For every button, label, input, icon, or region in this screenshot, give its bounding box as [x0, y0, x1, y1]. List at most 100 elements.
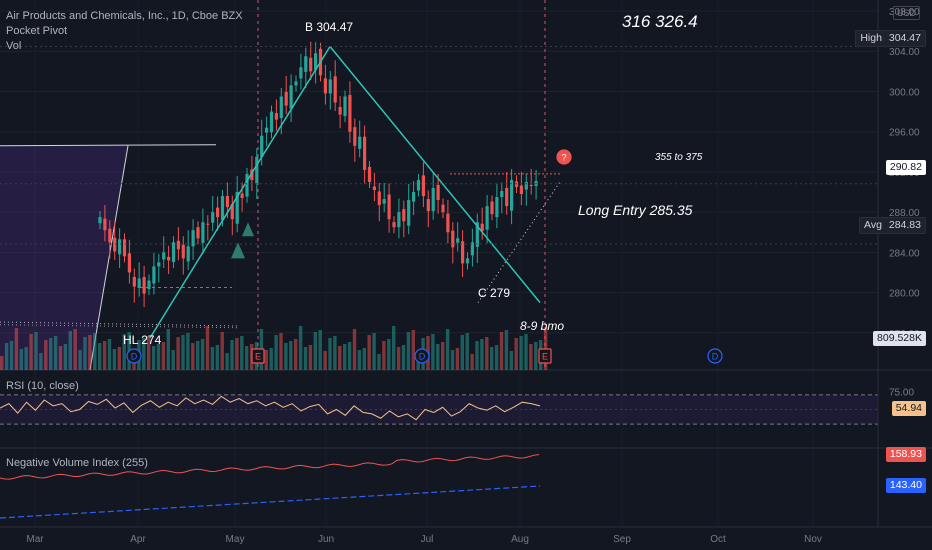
volume-bar: [308, 345, 313, 370]
volume-bar: [333, 336, 337, 370]
currency-badge[interactable]: USD: [892, 6, 920, 20]
volume-bar: [352, 329, 357, 370]
candle-body: [451, 230, 455, 248]
volume-bar: [480, 339, 484, 370]
volume-bar: [377, 354, 381, 370]
volume-bar: [494, 345, 499, 370]
volume-bar: [367, 335, 371, 370]
volume-bar: [220, 332, 224, 370]
candle-body: [431, 188, 435, 212]
volume-bar: [200, 339, 205, 370]
candle-body: [465, 258, 470, 264]
volume-bar: [465, 333, 469, 370]
candle-body: [314, 53, 318, 70]
volume-bar: [289, 341, 293, 370]
candle-body: [328, 79, 332, 94]
volume-bar: [176, 337, 180, 370]
indicator-pocket-pivot[interactable]: Pocket Pivot: [6, 25, 68, 37]
support-line: [477, 181, 561, 303]
candle-body: [446, 213, 450, 233]
candle-body: [113, 237, 117, 252]
chart-title: Air Products and Chemicals, Inc., 1D, Cb…: [6, 10, 243, 22]
candle-body: [426, 199, 430, 212]
nvi-title[interactable]: Negative Volume Index (255): [6, 457, 148, 469]
volume-bar: [191, 343, 195, 370]
candle-body: [387, 194, 391, 220]
price-tick-label: 308.00: [889, 7, 920, 18]
volume-bar: [450, 350, 455, 370]
avg-tag-value: 284.83: [888, 219, 921, 231]
high-tag-label: High: [860, 32, 882, 44]
candle-body: [529, 184, 533, 186]
candle-body: [338, 107, 342, 115]
nvi-pane: [0, 454, 541, 519]
candle-body: [255, 156, 259, 183]
hl-label: HL 274: [123, 333, 162, 347]
volume-bar: [298, 326, 303, 370]
candle-body: [402, 209, 406, 222]
volume-bar: [181, 335, 185, 370]
candle-body: [407, 200, 411, 226]
volume-bar: [362, 348, 366, 370]
volume-bar: [245, 346, 249, 370]
volume-bar: [406, 332, 411, 370]
volume-bar: [225, 353, 229, 370]
volume-bar: [107, 339, 112, 370]
candle-body: [436, 184, 440, 201]
trend-drawings: [0, 46, 878, 339]
candle-body: [274, 113, 278, 120]
volume-bar: [186, 333, 190, 370]
candle-body: [216, 207, 220, 218]
candle-body: [416, 179, 421, 191]
volume-bar: [73, 329, 77, 370]
candle-body: [250, 169, 254, 180]
candle-body: [505, 188, 509, 207]
volume-bar: [460, 335, 464, 370]
avg-tag-label: Avg: [864, 219, 882, 231]
volume-bar: [24, 347, 28, 370]
uptrend-line: [149, 46, 331, 339]
month-label: Jun: [318, 534, 334, 545]
candle-body: [225, 196, 229, 208]
volume-bar: [396, 347, 401, 370]
volume-bar: [431, 334, 435, 370]
current-price-tag: 290.82: [885, 160, 926, 175]
candle-body: [353, 127, 357, 146]
earnings-marker-text: E: [542, 352, 548, 362]
candle-body: [206, 223, 210, 225]
volume-bar: [338, 346, 342, 370]
nvi-line: [0, 454, 540, 480]
candle-body: [382, 199, 386, 204]
volume-bar: [142, 338, 146, 370]
volume-bar: [235, 338, 239, 370]
candle-body: [152, 266, 156, 284]
high-tag-value: 304.47: [888, 32, 921, 44]
grid: [0, 0, 932, 449]
target-annotation: 316 326.4: [622, 12, 698, 31]
candle-body: [167, 256, 171, 261]
dividend-marker-text: D: [712, 352, 719, 362]
shaded-areas: [0, 144, 217, 371]
volume-bar: [98, 343, 102, 370]
candle-body: [524, 181, 528, 190]
candle-body: [495, 197, 499, 218]
volume-bar: [303, 347, 308, 370]
month-label: Oct: [710, 534, 726, 545]
candle-body: [260, 135, 264, 157]
candle-body: [230, 204, 234, 220]
volume-bar: [156, 344, 161, 370]
event-markers: D D D E E?: [126, 149, 723, 364]
price-tick-label: 288.00: [889, 208, 920, 219]
indicator-vol[interactable]: Vol: [6, 40, 22, 52]
candle-body: [211, 212, 215, 223]
volume-bar: [475, 341, 479, 370]
rsi-title[interactable]: RSI (10, close): [6, 380, 79, 392]
candle-body: [176, 240, 180, 250]
candle-body: [196, 227, 200, 239]
volume-bar: [455, 348, 460, 370]
dividend-marker-circle: [707, 348, 723, 364]
volume-bar: [274, 335, 278, 370]
month-label: Jul: [421, 534, 434, 545]
dividend-marker-text: D: [419, 352, 426, 362]
